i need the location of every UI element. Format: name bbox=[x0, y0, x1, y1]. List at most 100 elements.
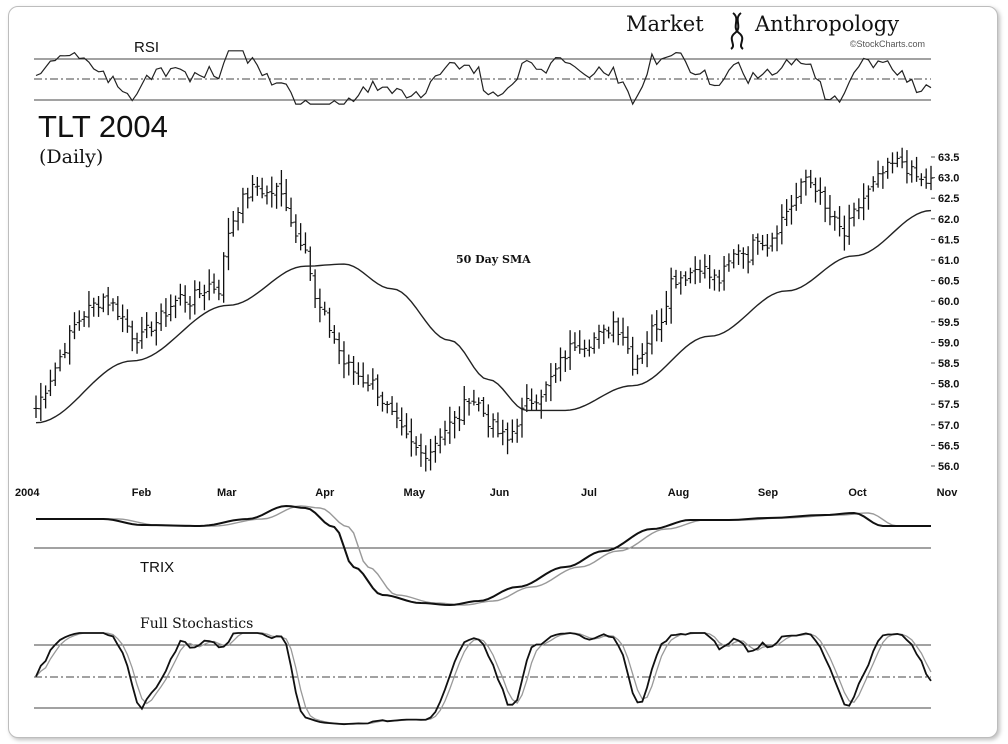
x-tick-label: Nov bbox=[937, 487, 959, 499]
price-bar bbox=[669, 268, 674, 324]
price-bar bbox=[726, 253, 731, 271]
price-bar bbox=[476, 397, 481, 411]
price-bar bbox=[765, 234, 770, 257]
price-bar bbox=[53, 363, 58, 386]
price-bar bbox=[58, 350, 63, 372]
price-bar bbox=[154, 312, 159, 345]
brand-word-market: Market bbox=[626, 12, 704, 36]
x-tick-label: Aug bbox=[668, 487, 689, 499]
price-bar bbox=[823, 187, 828, 223]
price-bar bbox=[544, 381, 549, 401]
price-bar bbox=[693, 256, 698, 284]
price-bar bbox=[755, 233, 760, 254]
price-bar bbox=[847, 205, 852, 245]
y-tick-label: 58.5 bbox=[938, 358, 959, 370]
price-bar bbox=[250, 175, 255, 201]
price-bar bbox=[293, 214, 298, 243]
price-bar bbox=[616, 318, 621, 346]
price-bar bbox=[438, 428, 443, 453]
price-bar bbox=[370, 368, 375, 390]
price-bar bbox=[226, 218, 231, 270]
price-bar bbox=[443, 421, 448, 446]
price-bar bbox=[245, 188, 250, 209]
price-bar bbox=[173, 296, 178, 319]
x-tick-label: Sep bbox=[758, 487, 778, 499]
price-bar bbox=[115, 296, 120, 320]
price-bar bbox=[577, 330, 582, 354]
price-bar bbox=[582, 340, 587, 358]
price-bar bbox=[621, 318, 626, 346]
stoch-k-line bbox=[36, 633, 931, 724]
price-bar bbox=[38, 383, 43, 421]
y-tick-label: 61.0 bbox=[938, 255, 959, 267]
price-bar bbox=[731, 249, 736, 268]
price-bar bbox=[885, 158, 890, 179]
chart-title: TLT 2004 bbox=[38, 109, 168, 144]
price-bar bbox=[284, 179, 289, 211]
price-bar bbox=[818, 177, 823, 204]
price-bar bbox=[159, 303, 164, 331]
price-bar bbox=[770, 233, 775, 252]
price-bar bbox=[904, 150, 909, 183]
y-axis-ticks: 63.5 63.0 62.5 62.0 61.5 61.0 60.5 60.0 59.5 59.0… bbox=[931, 152, 959, 473]
price-bar bbox=[649, 314, 654, 354]
price-bar bbox=[471, 390, 476, 406]
price-bar bbox=[837, 206, 842, 236]
price-bar bbox=[48, 370, 53, 396]
price-bar bbox=[216, 280, 221, 300]
price-bar bbox=[385, 401, 390, 413]
stochastics-panel: Full Stochastics bbox=[34, 616, 931, 724]
price-bar bbox=[308, 246, 313, 280]
price-bar bbox=[418, 434, 423, 467]
price-bar bbox=[779, 204, 784, 244]
price-bar bbox=[86, 291, 91, 327]
price-bar bbox=[712, 269, 717, 290]
price-bar bbox=[356, 362, 361, 385]
price-bar bbox=[866, 185, 871, 209]
x-tick-label: Oct bbox=[848, 487, 867, 499]
price-bar bbox=[390, 396, 395, 415]
rsi-panel: RSI bbox=[34, 39, 931, 104]
price-bar bbox=[332, 325, 337, 344]
price-bar bbox=[481, 397, 486, 417]
price-bar bbox=[534, 394, 539, 410]
price-bar bbox=[529, 388, 534, 410]
price-bar bbox=[553, 363, 558, 383]
x-tick-label: May bbox=[404, 487, 426, 499]
rsi-label: RSI bbox=[134, 39, 159, 56]
price-bar bbox=[775, 225, 780, 251]
price-bar bbox=[495, 412, 500, 437]
price-bar bbox=[486, 404, 491, 437]
x-axis-ticks: 2004 Feb Mar Apr May Jun Jul Aug Sep Oct Nov bbox=[15, 487, 958, 499]
x-tick-label: Feb bbox=[132, 487, 152, 499]
price-bar bbox=[592, 332, 597, 353]
y-tick-label: 56.0 bbox=[938, 461, 959, 473]
price-bar bbox=[361, 362, 366, 387]
price-bar bbox=[673, 270, 678, 289]
brand-credit: ©StockCharts.com bbox=[850, 39, 925, 49]
y-tick-label: 63.0 bbox=[938, 173, 959, 185]
price-bar bbox=[500, 420, 505, 445]
price-bar bbox=[895, 152, 900, 168]
price-bar bbox=[462, 386, 467, 425]
price-bar bbox=[741, 247, 746, 268]
price-bar bbox=[880, 166, 885, 189]
price-bar bbox=[563, 350, 568, 372]
price-bar bbox=[890, 152, 895, 173]
price-bar bbox=[876, 161, 881, 188]
price-bar bbox=[568, 330, 573, 370]
price-bar bbox=[120, 305, 125, 333]
price-bar bbox=[168, 294, 173, 321]
x-tick-label: Apr bbox=[315, 487, 335, 499]
price-bar bbox=[221, 252, 226, 303]
price-bar bbox=[698, 260, 703, 283]
price-bar bbox=[447, 407, 452, 444]
price-bar bbox=[678, 271, 683, 294]
price-bar bbox=[852, 203, 857, 227]
price-bar bbox=[572, 332, 577, 351]
price-bar bbox=[303, 232, 308, 253]
sma-label: 50 Day SMA bbox=[456, 253, 531, 266]
price-bar bbox=[914, 157, 919, 182]
price-bar bbox=[101, 293, 106, 312]
price-bar bbox=[606, 327, 611, 339]
